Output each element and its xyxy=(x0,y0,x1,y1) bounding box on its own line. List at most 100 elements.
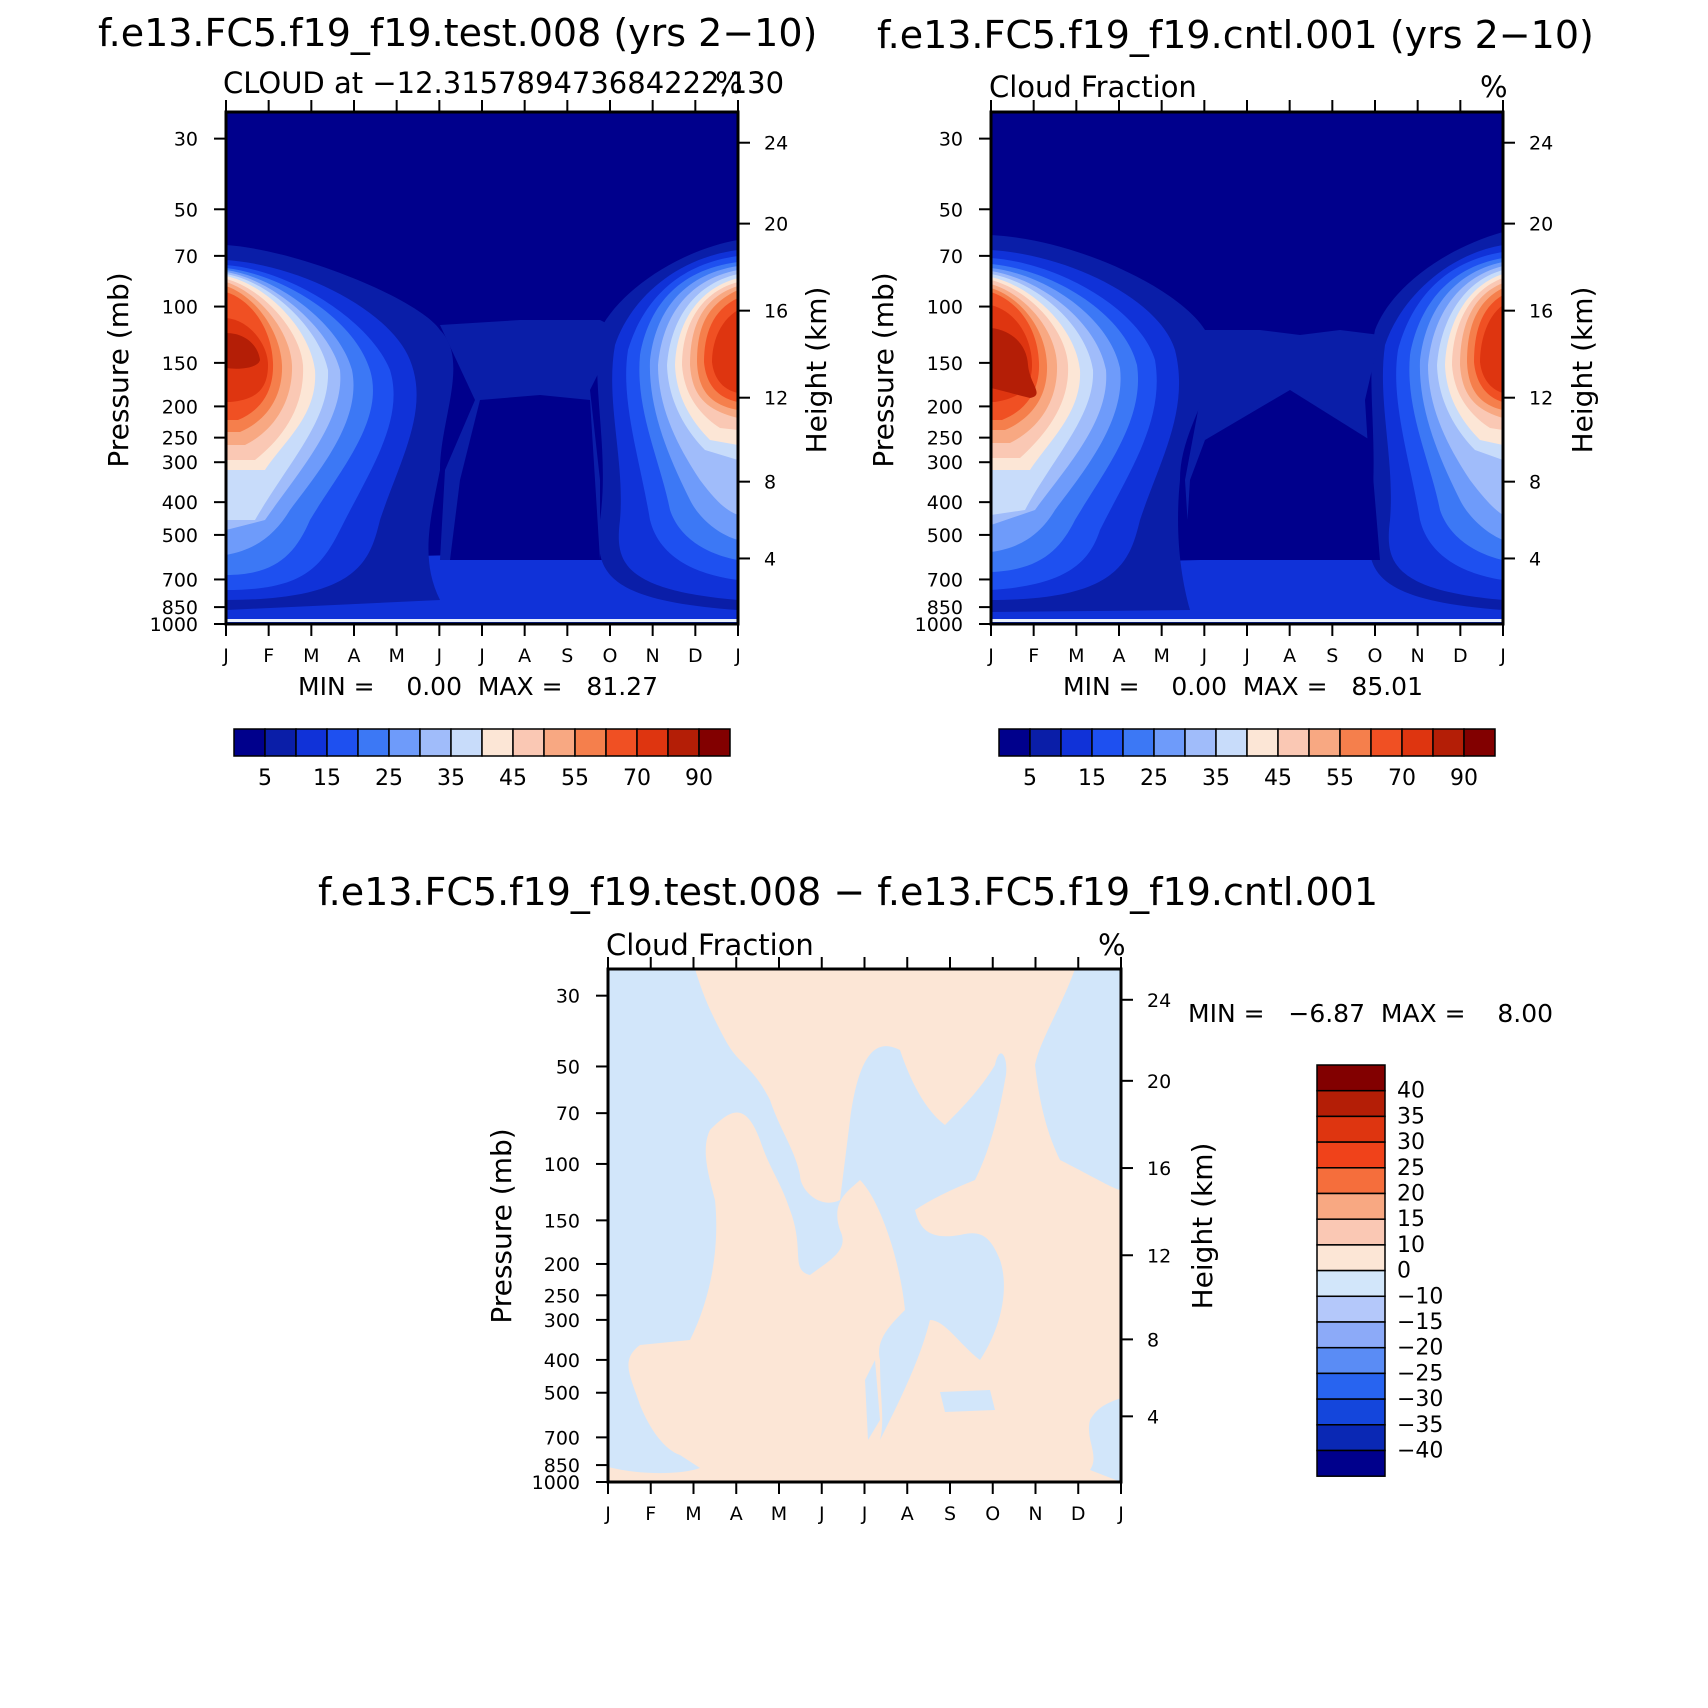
colorbar-box xyxy=(1401,728,1434,757)
y-right-tick-label: 8 xyxy=(1147,1329,1159,1351)
x-tick-label: M xyxy=(771,1503,787,1525)
colorbar-label: 35 xyxy=(437,766,465,791)
colorbar-label: 35 xyxy=(1202,766,1230,791)
panel-cntl-y-axis-right: 24 20 16 12 8 4 xyxy=(1503,133,1553,570)
x-tick-label: D xyxy=(1071,1503,1086,1525)
y-right-tick-label: 12 xyxy=(1529,388,1553,410)
x-tick-label: S xyxy=(944,1503,956,1525)
x-tick-label: F xyxy=(263,645,274,667)
y-right-tick-label: 4 xyxy=(1529,548,1541,570)
panel-test-surface-line xyxy=(226,619,738,622)
y-tick-label: 200 xyxy=(927,396,963,418)
panel-cntl-contour xyxy=(991,328,1037,398)
colorbar-label: 5 xyxy=(258,766,272,791)
panel-cntl: f.e13.FC5.f19_f19.cntl.001 (yrs 2−10) Cl… xyxy=(867,13,1599,791)
x-tick-label: M xyxy=(1068,645,1084,667)
panel-cntl-colorbar: 5 15 25 35 45 55 70 90 xyxy=(998,728,1496,791)
y-right-tick-label: 20 xyxy=(1147,1071,1171,1093)
panel-diff-ylabel: Pressure (mb) xyxy=(485,1128,518,1323)
colorbar-label: 25 xyxy=(375,766,403,791)
colorbar-box xyxy=(1122,728,1155,757)
panel-diff-negative-island xyxy=(865,1360,880,1440)
y-right-tick-label: 20 xyxy=(1529,214,1553,236)
y-tick-label: 300 xyxy=(927,452,963,474)
x-tick-label: F xyxy=(645,1503,656,1525)
y-right-tick-label: 24 xyxy=(764,133,788,155)
colorbar-label: 20 xyxy=(1397,1182,1425,1207)
colorbar-label: 15 xyxy=(313,766,341,791)
colorbar-box xyxy=(450,728,483,757)
panel-diff-ylabel-right: Height (km) xyxy=(1186,1143,1219,1310)
y-right-tick-label: 4 xyxy=(1147,1406,1159,1428)
x-tick-label: A xyxy=(1113,645,1126,667)
colorbar-box xyxy=(1091,728,1124,757)
x-tick-label: J xyxy=(1499,645,1506,667)
x-tick-label: O xyxy=(1368,645,1383,667)
colorbar-box xyxy=(1316,1321,1386,1349)
colorbar-label: 25 xyxy=(1140,766,1168,791)
colorbar-label: 45 xyxy=(1264,766,1292,791)
y-right-tick-label: 16 xyxy=(1529,301,1553,323)
y-tick-label: 200 xyxy=(162,396,198,418)
panel-diff-units: % xyxy=(1098,928,1126,962)
y-tick-label: 700 xyxy=(162,569,198,591)
colorbar-box xyxy=(481,728,514,757)
y-tick-label: 500 xyxy=(544,1383,580,1405)
x-tick-label: M xyxy=(388,645,404,667)
panel-test-plot-area xyxy=(226,112,738,624)
x-tick-label: S xyxy=(1326,645,1338,667)
y-right-tick-label: 12 xyxy=(764,388,788,410)
y-tick-label: 70 xyxy=(939,246,963,268)
panel-test-ylabel: Pressure (mb) xyxy=(102,272,135,467)
x-tick-label: J xyxy=(1117,1503,1124,1525)
colorbar-box xyxy=(1316,1372,1386,1400)
colorbar-box xyxy=(1029,728,1062,757)
colorbar-box xyxy=(357,728,390,757)
x-tick-label: J xyxy=(436,645,443,667)
colorbar-box xyxy=(1316,1269,1386,1298)
y-right-tick-label: 20 xyxy=(764,214,788,236)
colorbar-box xyxy=(388,728,421,757)
colorbar-box xyxy=(1316,1244,1386,1272)
y-tick-label: 500 xyxy=(162,525,198,547)
y-tick-label: 200 xyxy=(544,1254,580,1276)
colorbar-label: 30 xyxy=(1397,1130,1425,1155)
x-tick-label: J xyxy=(1243,645,1250,667)
y-tick-label: 100 xyxy=(927,297,963,319)
panel-diff: f.e13.FC5.f19_f19.test.008 − f.e13.FC5.f… xyxy=(318,870,1553,1525)
y-tick-label: 30 xyxy=(939,129,963,151)
panel-test-title: f.e13.FC5.f19_f19.test.008 (yrs 2−10) xyxy=(98,11,817,55)
panel-cntl-contour-trough-inner xyxy=(1185,390,1380,560)
colorbar-box xyxy=(1215,728,1248,757)
panel-cntl-right-blob xyxy=(1368,232,1503,610)
x-tick-label: S xyxy=(561,645,573,667)
colorbar-label: −20 xyxy=(1397,1336,1443,1361)
panel-cntl-ylabel-right: Height (km) xyxy=(1566,287,1599,454)
colorbar-label: −15 xyxy=(1397,1310,1443,1335)
panel-test-ylabel-right: Height (km) xyxy=(800,287,833,454)
colorbar-box xyxy=(1316,1398,1386,1426)
panel-diff-y-axis-right: 24 20 16 12 8 4 xyxy=(1121,990,1171,1428)
y-tick-label: 850 xyxy=(162,597,198,619)
y-tick-label: 300 xyxy=(162,452,198,474)
colorbar-label: −35 xyxy=(1397,1413,1443,1438)
y-tick-label: 1000 xyxy=(915,614,963,636)
y-tick-label: 1000 xyxy=(532,1472,580,1494)
panel-cntl-stats: MIN = 0.00 MAX = 85.01 xyxy=(1063,672,1423,701)
panel-test-left-blob xyxy=(226,245,454,610)
colorbar-box xyxy=(1316,1346,1386,1375)
colorbar-label: −10 xyxy=(1397,1284,1443,1309)
colorbar-label: 45 xyxy=(499,766,527,791)
panel-test-units: % xyxy=(715,66,743,100)
panel-test-right-blob xyxy=(597,240,738,610)
panel-test: f.e13.FC5.f19_f19.test.008 (yrs 2−10) CL… xyxy=(98,11,833,791)
panel-test-contour xyxy=(226,333,260,369)
y-right-tick-label: 4 xyxy=(764,548,776,570)
x-tick-label: A xyxy=(901,1503,914,1525)
y-tick-label: 400 xyxy=(162,492,198,514)
colorbar-box xyxy=(1316,1449,1386,1477)
